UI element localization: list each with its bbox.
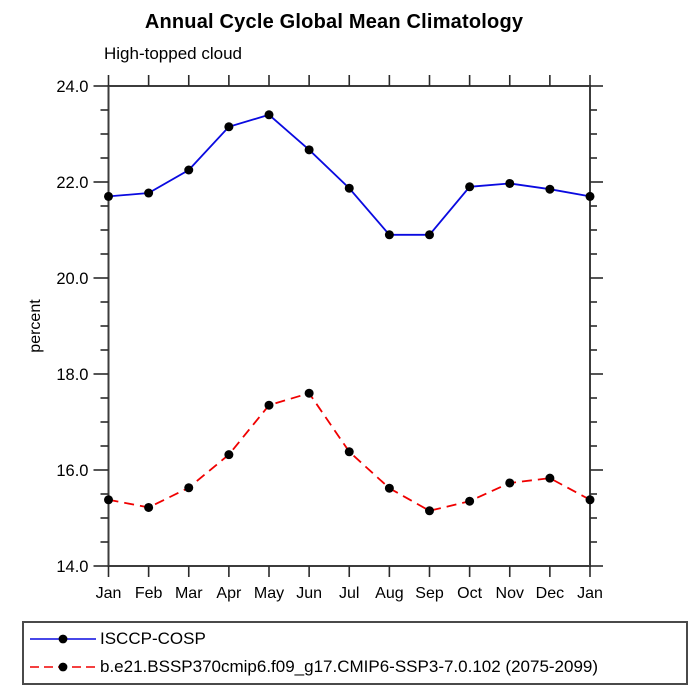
y-tick-label: 18.0	[56, 366, 88, 384]
x-tick-label: Jun	[296, 585, 322, 602]
data-point-marker	[304, 145, 314, 155]
plot-frame	[107, 85, 591, 567]
chart-title: Annual Cycle Global Mean Climatology	[144, 11, 524, 33]
x-tick-label: Oct	[457, 585, 482, 602]
data-point-marker	[224, 450, 234, 460]
data-point-marker	[425, 230, 434, 240]
x-tick-label: Apr	[216, 585, 242, 602]
data-point-marker	[465, 496, 475, 506]
y-tick-label: 20.0	[56, 270, 88, 288]
x-tick-label: Sep	[415, 585, 444, 602]
data-point-marker	[465, 182, 475, 192]
data-point-marker	[585, 495, 595, 505]
data-point-marker	[144, 502, 154, 512]
x-tick-label: Aug	[375, 585, 403, 602]
data-point-marker	[224, 122, 234, 132]
legend-entry-model: b.e21.BSSP370cmip6.f09_g17.CMIP6-SSP3-7.…	[29, 654, 686, 680]
legend-entry-isccp: ISCCP-COSP	[29, 626, 686, 652]
legend-line-dashed-icon	[30, 662, 96, 672]
y-tick-label: 16.0	[56, 462, 88, 480]
x-tick-label: Nov	[496, 585, 524, 602]
x-tick-label: May	[254, 585, 284, 602]
data-point-marker	[264, 400, 274, 410]
x-tick-label: Dec	[536, 585, 564, 602]
data-point-marker	[545, 473, 555, 483]
plot-area: Jan Feb Mar Apr May Jun Jul Aug Sep Oct Nov Dec Jan 1…	[56, 75, 603, 602]
x-tick-label: Mar	[175, 585, 203, 602]
data-point-marker	[104, 191, 113, 201]
x-tick-label: Jan	[96, 585, 122, 602]
x-tick-label: Jan	[577, 585, 603, 602]
data-point-marker	[425, 506, 434, 516]
data-point-marker	[184, 165, 194, 175]
data-point-marker	[505, 178, 515, 188]
y-tick-label: 24.0	[56, 78, 88, 96]
legend-box: ISCCP-COSP b.e21.BSSP370cmip6.f09_g17.CM…	[22, 621, 688, 685]
data-point-marker	[104, 495, 113, 505]
y-tick-label: 22.0	[56, 174, 88, 192]
data-point-marker	[304, 388, 314, 398]
data-point-marker	[384, 483, 394, 493]
data-point-marker	[344, 447, 354, 457]
series-line-0	[108, 113, 591, 236]
x-tick-label: Feb	[135, 585, 163, 602]
legend-label: b.e21.BSSP370cmip6.f09_g17.CMIP6-SSP3-7.…	[100, 657, 599, 676]
y-tick-label: 14.0	[56, 558, 88, 576]
chart-subtitle: High-topped cloud	[104, 44, 242, 63]
legend-line-solid-icon	[30, 634, 96, 644]
data-point-marker	[505, 478, 515, 488]
data-point-marker	[264, 110, 274, 120]
data-point-marker	[344, 183, 354, 193]
data-point-marker	[384, 230, 394, 240]
data-point-marker	[585, 191, 595, 201]
data-point-marker	[184, 483, 194, 493]
legend-label: ISCCP-COSP	[100, 629, 206, 648]
x-tick-label: Jul	[339, 585, 359, 602]
data-point-marker	[144, 188, 154, 198]
data-point-marker	[545, 184, 555, 194]
